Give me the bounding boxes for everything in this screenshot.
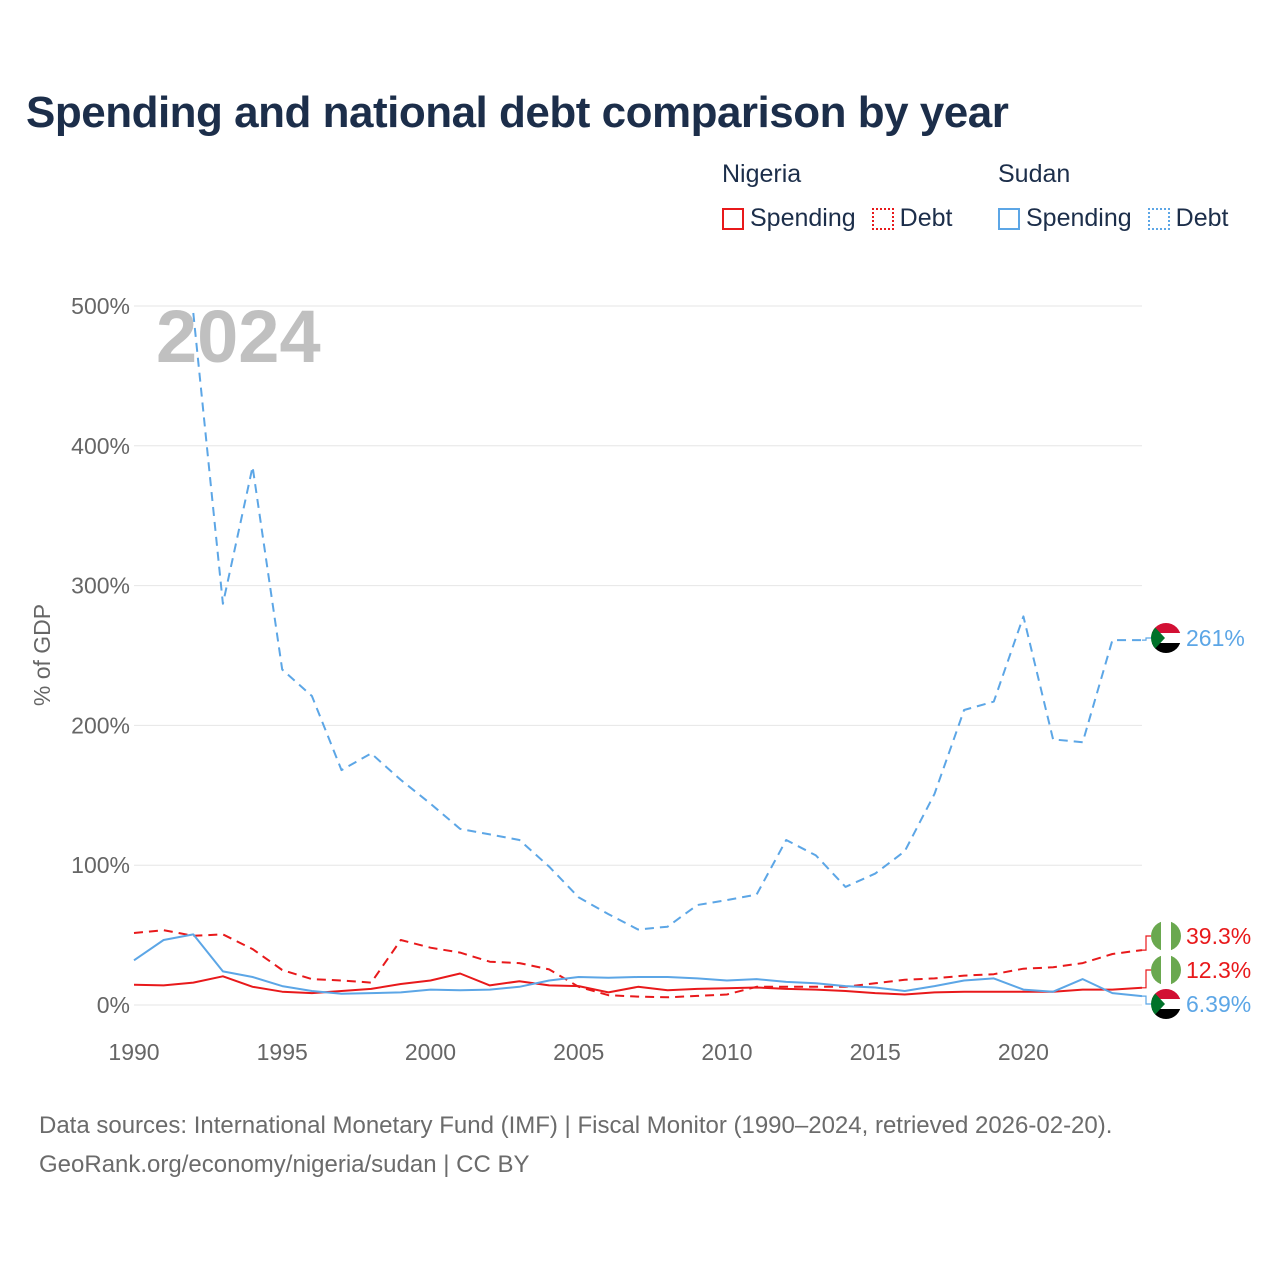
sudan-flag-icon	[1151, 989, 1181, 1019]
footer: Data sources: International Monetary Fun…	[39, 1106, 1112, 1184]
legend-label: Spending	[750, 204, 856, 232]
attribution-text: GeoRank.org/economy/nigeria/sudan | CC B…	[39, 1151, 530, 1178]
data-sources-text: Data sources: International Monetary Fun…	[39, 1112, 1113, 1139]
legend-sudan-spending[interactable]: Spending	[998, 204, 1132, 233]
series-lines	[133, 312, 1143, 999]
end-label-nigeria-spending: 12.3%	[1186, 957, 1251, 983]
end-label-sudan-debt: 261%	[1186, 625, 1245, 651]
end-label-sudan-spending: 6.39%	[1186, 991, 1251, 1017]
legend-label: Debt	[1175, 204, 1229, 232]
y-tick-label: 0%	[97, 992, 130, 1018]
y-tick-label: 100%	[71, 852, 130, 878]
gridlines	[134, 305, 1142, 1006]
y-tick-label: 400%	[71, 433, 130, 459]
legend-label: Spending	[1026, 204, 1132, 232]
legend-swatch-nigeria-spending	[722, 207, 744, 230]
legend-sudan-label: Sudan	[998, 160, 1071, 188]
end-connector	[1142, 969, 1151, 989]
year-watermark: 2024	[156, 295, 321, 378]
series-line-sudan-spending	[133, 933, 1143, 998]
legend-swatch-nigeria-debt	[871, 207, 894, 230]
end-connector	[1142, 637, 1151, 641]
legend-nigeria-row: Spending Debt	[722, 204, 968, 233]
x-tick-label: 2005	[553, 1039, 604, 1065]
legend-nigeria-debt[interactable]: Debt	[871, 204, 953, 233]
nigeria-flag-icon	[1151, 955, 1181, 985]
series-line-nigeria-debt	[133, 929, 1143, 999]
end-connector	[1142, 935, 1151, 951]
x-tick-label: 2015	[850, 1039, 901, 1065]
x-tick-label: 2020	[998, 1039, 1049, 1065]
chart-title: Spending and national debt comparison by…	[26, 88, 1009, 137]
y-tick-label: 300%	[71, 573, 130, 599]
x-tick-label: 1990	[108, 1039, 159, 1065]
series-line-sudan-debt	[192, 312, 1142, 931]
x-tick-label: 1995	[257, 1039, 308, 1065]
legend-nigeria-label: Nigeria	[722, 160, 802, 188]
y-axis-label: % of GDP	[29, 604, 55, 706]
legend-swatch-sudan-debt	[1147, 207, 1170, 230]
end-label-nigeria-debt: 39.3%	[1186, 923, 1251, 949]
y-tick-label: 500%	[71, 293, 130, 319]
legend-sudan-debt[interactable]: Debt	[1147, 204, 1229, 233]
series-line-nigeria-spending	[133, 972, 1143, 996]
x-tick-label: 2000	[405, 1039, 456, 1065]
nigeria-flag-icon	[1151, 921, 1181, 951]
x-axis: 1990 1995 2000 2005 2010 2015 2020	[108, 1039, 1049, 1065]
end-connector	[1142, 995, 1151, 1005]
sudan-flag-icon	[1151, 623, 1181, 653]
y-tick-label: 200%	[71, 712, 130, 738]
legend-sudan-row: Spending Debt	[998, 204, 1244, 233]
legend-swatch-sudan-spending	[998, 207, 1020, 230]
legend-nigeria-spending[interactable]: Spending	[722, 204, 856, 233]
y-axis: 0% 100% 200% 300% 400% 500%	[71, 293, 130, 1018]
legend-label: Debt	[899, 204, 953, 232]
x-tick-label: 2010	[701, 1039, 752, 1065]
end-connectors	[1142, 637, 1151, 1005]
